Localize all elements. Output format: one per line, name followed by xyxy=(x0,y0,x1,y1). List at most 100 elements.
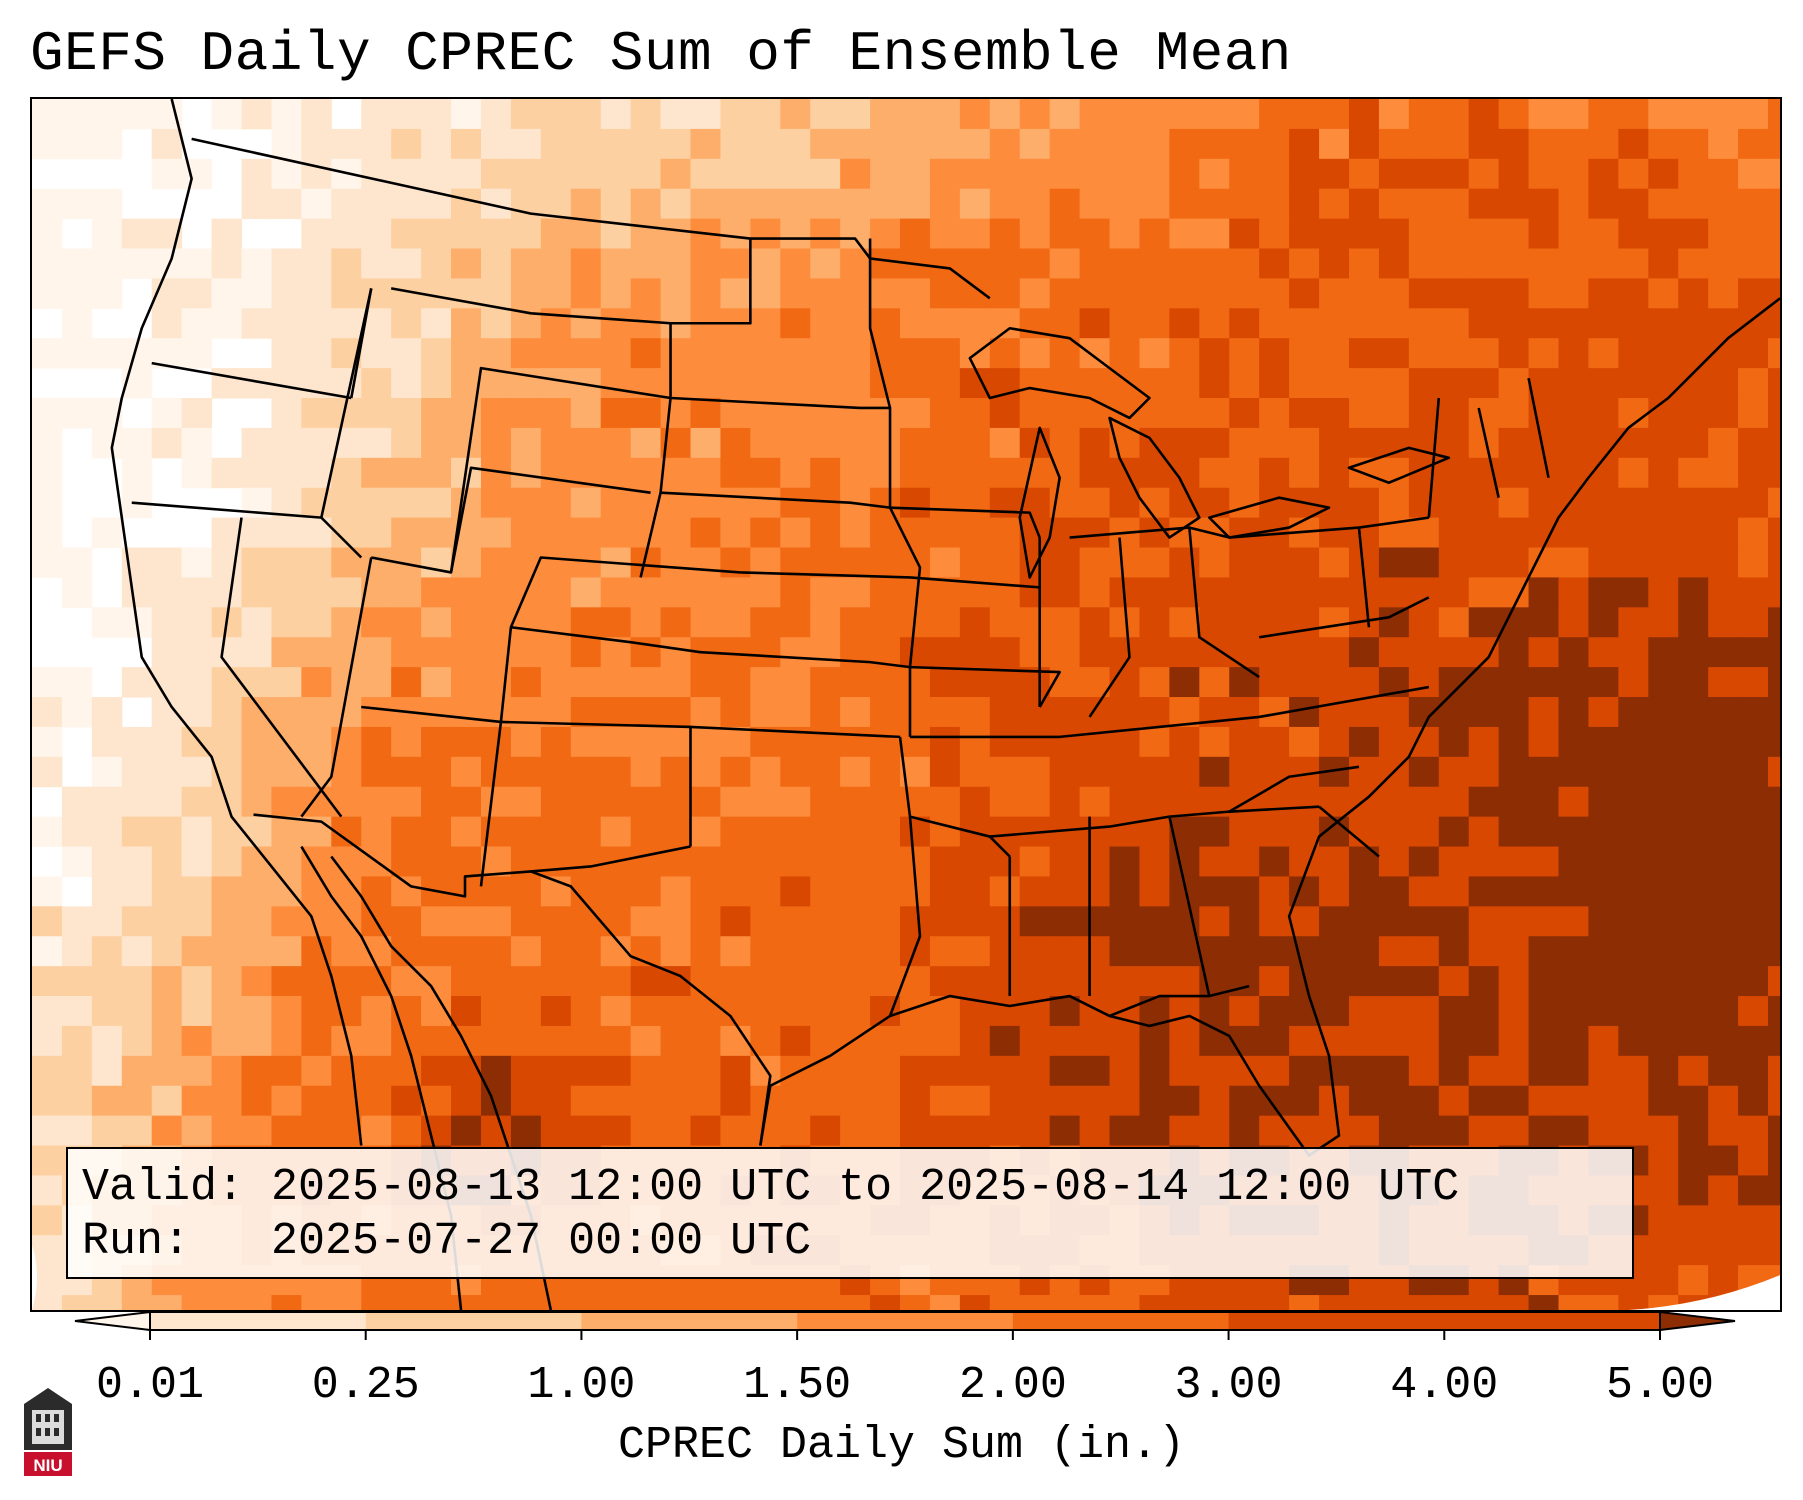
precip-cell xyxy=(1139,607,1170,638)
precip-cell xyxy=(1378,607,1410,638)
precip-cell xyxy=(361,936,392,967)
precip-cell xyxy=(1109,667,1140,698)
precip-cell xyxy=(1019,846,1051,877)
precip-cell xyxy=(720,577,751,608)
precip-cell xyxy=(1109,1115,1140,1147)
precip-cell xyxy=(510,218,542,250)
precip-cell xyxy=(211,218,243,250)
precip-cell xyxy=(540,99,572,130)
precip-cell xyxy=(301,1025,332,1057)
precip-cell xyxy=(61,786,93,818)
precip-cell xyxy=(121,936,153,967)
precip-cell xyxy=(810,996,841,1027)
precip-cell xyxy=(421,99,452,130)
precip-cell xyxy=(690,876,721,907)
precip-cell xyxy=(32,278,63,309)
precip-cell xyxy=(630,338,662,369)
precip-cell xyxy=(480,99,512,130)
precip-cell xyxy=(929,128,961,160)
colorbar-outline xyxy=(149,1311,1661,1331)
precip-cell xyxy=(810,936,841,967)
precip-cell xyxy=(1498,128,1530,160)
precip-cell xyxy=(1498,398,1530,429)
precip-cell xyxy=(1109,278,1140,309)
precip-cell xyxy=(1648,128,1679,160)
precip-cell xyxy=(1438,1085,1470,1117)
precip-cell xyxy=(840,756,871,788)
precip-cell xyxy=(720,248,751,279)
precip-cell xyxy=(271,966,302,997)
precip-cell xyxy=(690,248,721,279)
precip-cell xyxy=(690,487,721,519)
precip-cell xyxy=(61,1115,93,1147)
precip-cell xyxy=(660,457,691,489)
precip-cell xyxy=(1588,846,1619,877)
precip-cell xyxy=(989,667,1021,698)
precip-cell xyxy=(121,786,153,818)
precip-cell xyxy=(421,906,452,937)
precip-cell xyxy=(361,876,392,907)
precip-cell xyxy=(361,966,392,997)
precip-cell xyxy=(810,338,841,369)
precip-cell xyxy=(451,99,482,130)
precip-cell xyxy=(1169,846,1200,877)
precip-cell xyxy=(32,517,63,549)
precip-cell xyxy=(1408,248,1440,279)
precip-cell xyxy=(331,1295,362,1310)
precip-cell xyxy=(840,128,871,160)
precip-cell xyxy=(1259,218,1290,250)
precip-cell xyxy=(1588,427,1619,459)
precip-cell xyxy=(840,308,871,339)
precip-cell xyxy=(361,816,392,848)
precip-cell xyxy=(1079,1115,1111,1147)
precip-cell xyxy=(1558,278,1589,309)
precip-cell xyxy=(1588,338,1619,369)
precip-cell xyxy=(1139,218,1170,250)
precip-cell xyxy=(540,846,572,877)
precip-cell xyxy=(121,1055,153,1087)
precip-cell xyxy=(1259,1055,1290,1087)
precip-cell xyxy=(1468,248,1500,279)
precip-cell xyxy=(181,846,213,877)
precip-cell xyxy=(241,188,272,220)
precip-cell xyxy=(900,637,931,668)
precip-cell xyxy=(1348,1115,1380,1147)
precip-cell xyxy=(1558,607,1589,638)
precip-cell xyxy=(121,906,153,937)
precip-cell xyxy=(1498,1025,1530,1057)
precip-cell xyxy=(1049,637,1081,668)
precip-cell xyxy=(151,906,183,937)
precip-cell xyxy=(1558,1055,1589,1087)
precip-cell xyxy=(181,577,213,608)
precip-cell xyxy=(1319,99,1350,130)
precip-cell xyxy=(1139,99,1170,130)
precip-cell xyxy=(1019,158,1051,190)
precip-cell xyxy=(510,966,542,997)
precip-cell xyxy=(1259,188,1290,220)
precip-cell xyxy=(1259,996,1290,1027)
precip-cell xyxy=(600,667,632,698)
precip-cell xyxy=(1348,158,1380,190)
precip-cell xyxy=(1289,1055,1320,1087)
precip-cell xyxy=(1079,368,1111,399)
precip-cell xyxy=(989,278,1021,309)
precip-cell xyxy=(151,876,183,907)
precip-cell xyxy=(1768,517,1780,549)
precip-cell xyxy=(780,996,811,1027)
precip-cell xyxy=(810,637,841,668)
precip-cell xyxy=(1558,1085,1589,1117)
precip-cell xyxy=(331,1115,362,1147)
precip-cell xyxy=(1738,637,1769,668)
precip-cell xyxy=(1498,158,1530,190)
precip-cell xyxy=(1049,248,1081,279)
precip-cell xyxy=(900,726,931,758)
colorbar-extend-min xyxy=(74,1310,151,1332)
precip-cell xyxy=(1259,158,1290,190)
run-value: 2025-07-27 00:00 UTC xyxy=(271,1216,812,1267)
precip-cell xyxy=(840,1085,871,1117)
precip-cell xyxy=(1648,1145,1679,1176)
precip-cell xyxy=(32,1205,63,1236)
precip-cell xyxy=(959,308,991,339)
precip-cell xyxy=(1259,876,1290,907)
precip-cell xyxy=(750,188,781,220)
